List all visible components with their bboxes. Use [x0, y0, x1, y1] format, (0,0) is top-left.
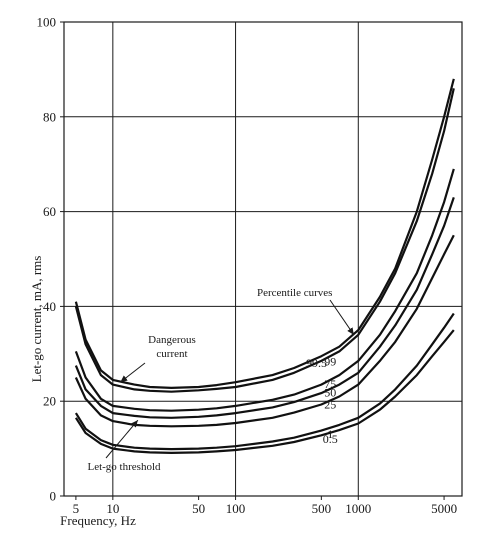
percentile-curves [74, 78, 455, 454]
curve-label: 99.5 [306, 356, 327, 370]
curve-label: 50 [324, 386, 336, 400]
curve-label: 75 [324, 377, 336, 391]
curve-50 [74, 197, 455, 419]
x-tick-label: 500 [312, 501, 332, 516]
y-tick-label: 0 [50, 489, 57, 504]
axis-ticks: 0 20 40 60 80 100 5 10 50 100 500 1000 5000 [37, 15, 458, 517]
x-axis-title: Frequency, Hz [60, 513, 136, 528]
curve-label: 0.5 [323, 432, 338, 446]
curve-1 [74, 312, 455, 451]
curve-99 [74, 88, 455, 393]
curve-25 [74, 234, 455, 428]
y-tick-label: 60 [43, 204, 56, 219]
curve-label: 99 [324, 354, 336, 368]
x-tick-label: 5 [73, 501, 80, 516]
annotation-arrow [119, 362, 146, 383]
annotations: Percentile curves Dangerous current Let-go … [87, 287, 355, 473]
y-tick-label: 100 [37, 15, 57, 30]
x-tick-label: 50 [192, 501, 205, 516]
x-tick-label: 10 [106, 501, 119, 516]
curve-99-5 [74, 78, 455, 389]
curve-label: 25 [324, 397, 336, 411]
y-axis-title: Let-go current, mA, rms [29, 256, 44, 383]
y-tick-label: 80 [43, 109, 56, 124]
annotation-percentile-curves: Percentile curves [257, 287, 332, 299]
grid [64, 22, 462, 496]
curve-label: 1 [327, 427, 333, 441]
annotation-dangerous-current: Dangerous current [148, 334, 196, 360]
x-tick-label: 5000 [431, 501, 457, 516]
x-tick-label: 100 [226, 501, 246, 516]
curve-75 [74, 168, 455, 412]
annotation-arrow [105, 419, 139, 459]
x-tick-label: 1000 [345, 501, 371, 516]
annotation-arrow [329, 299, 355, 336]
y-tick-label: 40 [43, 299, 56, 314]
y-tick-label: 20 [43, 394, 56, 409]
plot-frame [63, 21, 463, 497]
annotation-let-go-threshold: Let-go threshold [87, 461, 161, 473]
curve-0-5 [74, 329, 455, 454]
